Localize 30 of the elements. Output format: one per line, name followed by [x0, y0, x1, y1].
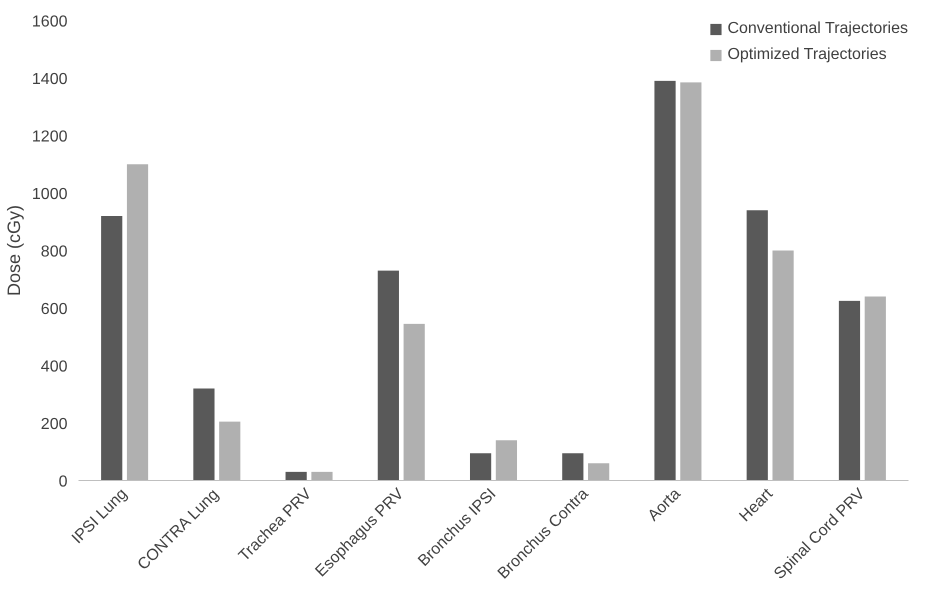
bar — [193, 388, 215, 480]
y-tick-label: 1400 — [32, 71, 68, 88]
bar — [219, 422, 240, 480]
y-axis-title: Dose (cGy) — [4, 204, 24, 296]
bar — [654, 80, 676, 480]
y-tick-label: 1600 — [32, 14, 68, 30]
y-tick-label: 600 — [40, 301, 68, 318]
bar — [101, 216, 122, 480]
bar — [404, 324, 425, 480]
bar — [746, 210, 768, 480]
bar — [772, 250, 794, 480]
bar — [588, 463, 610, 480]
y-tick-label: 400 — [40, 358, 68, 376]
legend-label: Conventional Trajectories — [727, 20, 908, 38]
y-tick-label: 0 — [58, 474, 68, 490]
bar — [496, 440, 518, 480]
y-tick-label: 1000 — [32, 186, 68, 203]
bar — [838, 300, 860, 480]
y-tick-label: 800 — [40, 244, 68, 260]
bar — [311, 472, 333, 480]
bar — [378, 270, 399, 480]
bar — [562, 453, 584, 480]
bar — [286, 472, 307, 480]
y-tick-label: 1200 — [32, 128, 68, 146]
bar — [126, 164, 148, 480]
y-tick-label: 200 — [40, 416, 68, 433]
bar — [864, 296, 886, 480]
bar — [470, 453, 492, 480]
legend-label: Optimized Trajectories — [727, 46, 887, 64]
bar — [680, 82, 702, 480]
